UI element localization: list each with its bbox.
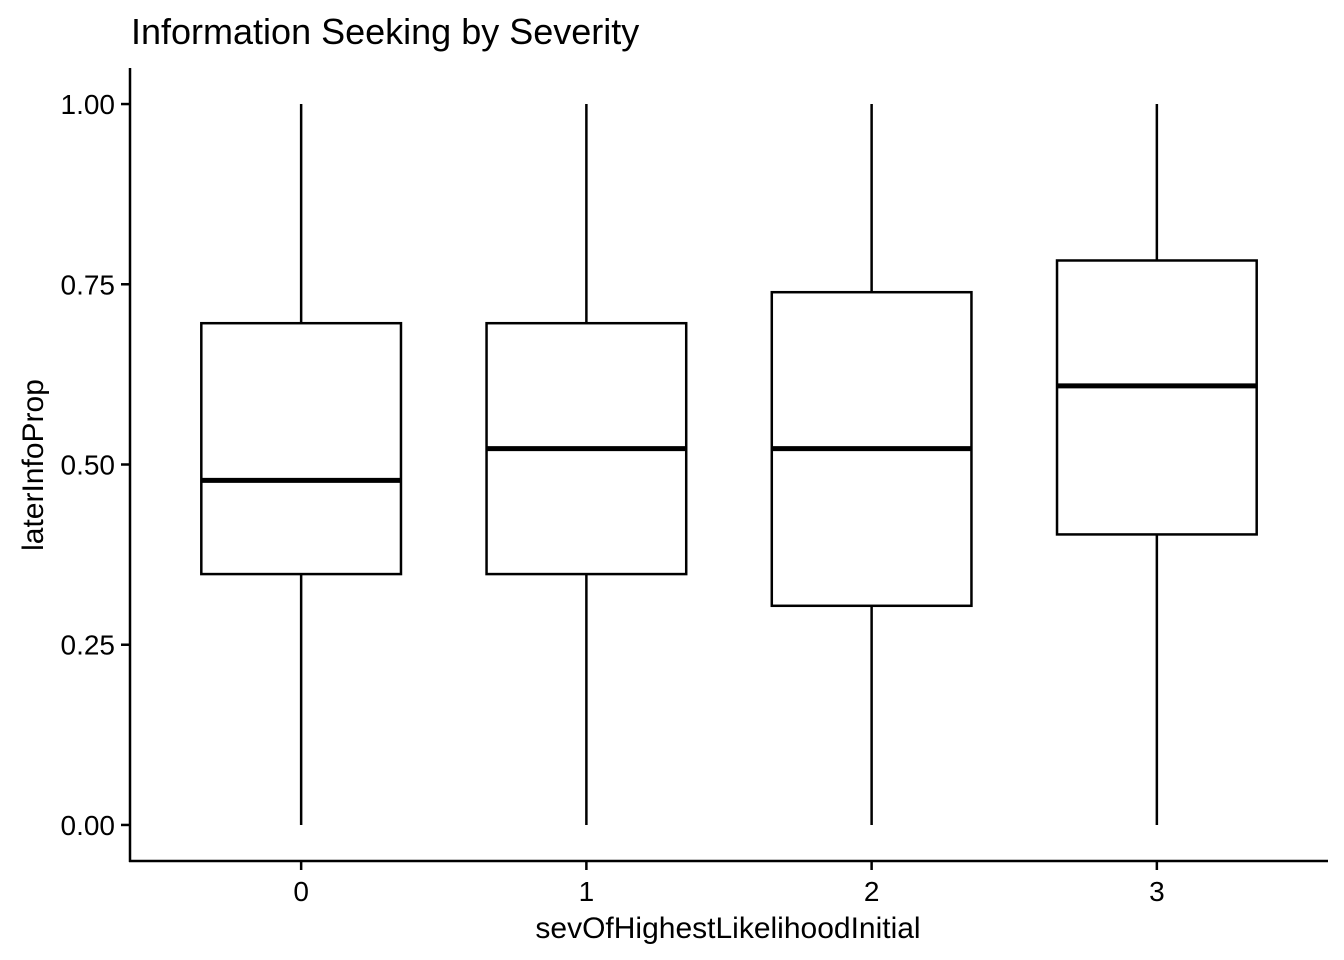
box-group-2 [770,104,973,825]
y-tick-label: 1.00 [61,89,116,120]
x-axis-title: sevOfHighestLikelihoodInitial [535,912,920,945]
chart-title: Information Seeking by Severity [131,11,639,52]
y-axis-title: laterInfoProp [17,379,50,551]
x-axis-ticks: 0 1 2 3 [293,861,1165,907]
y-tick-label: 0.00 [61,810,116,841]
box-group-1 [485,104,688,825]
x-tick-label: 2 [864,876,880,907]
y-tick-label: 0.50 [61,450,116,481]
y-axis-ticks: 0.00 0.25 0.50 0.75 1.00 [61,89,130,841]
x-tick-label: 0 [293,876,309,907]
box-iqr [200,321,403,576]
x-tick-label: 1 [579,876,595,907]
box-group-0 [200,104,403,825]
y-tick-label: 0.25 [61,630,116,661]
box-iqr [1055,259,1258,536]
plot-area [200,104,1258,825]
box-group-3 [1055,104,1258,825]
x-tick-label: 3 [1149,876,1165,907]
y-tick-label: 0.75 [61,269,116,300]
